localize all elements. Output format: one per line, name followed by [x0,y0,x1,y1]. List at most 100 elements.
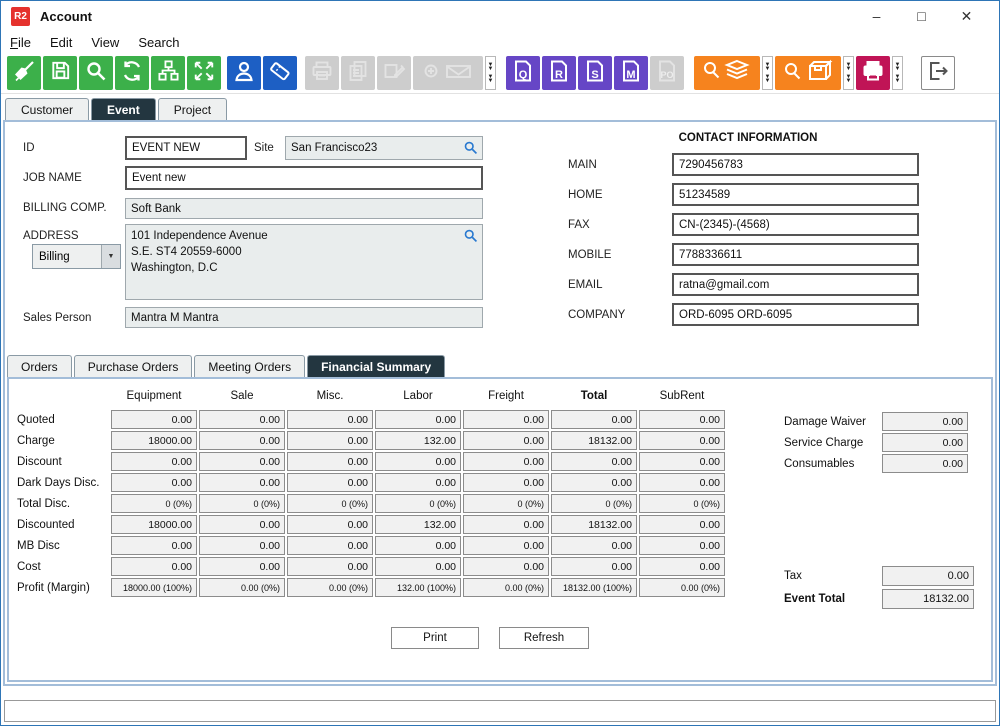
sales-person-label: Sales Person [23,312,92,324]
fin-cell: 0.00 [199,515,285,534]
print-documents-dropdown[interactable]: ▼ ▼ ▼ ▼ [892,56,903,90]
side-row-consumables: Consumables 0.00 [784,454,968,473]
print-button-disabled [305,56,339,90]
plus-envelope-icon [419,59,477,88]
sales-person-input[interactable]: Mantra M Mantra [125,307,483,328]
show-doc-button[interactable]: S [578,56,612,90]
fin-cell: 0.00 [199,431,285,450]
search-package-button[interactable] [775,56,841,90]
search-inventory-dropdown[interactable]: ▼ ▼ ▼ ▼ [762,56,773,90]
double-arrow-down-icon: ▼ ▼ [487,62,494,72]
search-button[interactable] [79,56,113,90]
print-documents-button[interactable] [856,56,890,90]
fin-cell: 0.00 [463,557,549,576]
contact-input-company[interactable]: ORD-6095 ORD-6095 [672,303,919,326]
save-button[interactable] [43,56,77,90]
subtab-purchase-orders[interactable]: Purchase Orders [73,355,193,377]
fin-row-label: Cost [17,560,41,573]
fin-cell: 18000.00 [111,431,197,450]
subtab-orders[interactable]: Orders [7,355,72,377]
menu-search[interactable]: Search [138,34,180,50]
misc-doc-button[interactable]: M [614,56,648,90]
fin-cell: 0.00 [375,473,461,492]
clear-button[interactable] [7,56,41,90]
fin-header: Equipment Sale Misc. Labor Freight Total SubRe… [17,390,725,402]
edit-document-button-disabled [377,56,411,90]
toolbar: ▼ ▼ ▼ ▼ Q R S M PO ▼ ▼ ▼ ▼ ▼ ▼ ▼ ▼ ▼ ▼ ▼ ▼ [1,53,999,94]
title-bar: R2 Account – □ ✕ [1,1,999,31]
maximize-button[interactable]: □ [917,8,926,24]
site-search-icon[interactable] [463,140,478,158]
hierarchy-button[interactable] [151,56,185,90]
contact-input-main[interactable]: 7290456783 [672,153,919,176]
search-package-dropdown[interactable]: ▼ ▼ ▼ ▼ [843,56,854,90]
fin-row-quoted: Quoted 0.00 0.00 0.00 0.00 0.00 0.00 0.00 [17,410,725,429]
billing-comp-input[interactable]: Soft Bank [125,198,483,219]
fin-corner [17,390,109,402]
person-icon [232,59,256,88]
address-input[interactable]: 101 Independence Avenue S.E. ST4 20559-6… [125,224,483,300]
tab-event[interactable]: Event [91,98,156,120]
tab-project[interactable]: Project [157,98,228,120]
close-button[interactable]: ✕ [960,8,973,24]
fin-cell: 0.00 [287,536,373,555]
search-icon [84,59,108,88]
fin-cell: 0.00 [639,473,725,492]
fin-cell: 0.00 [639,410,725,429]
subtab-meeting-orders[interactable]: Meeting Orders [194,355,306,377]
fin-cell: 0.00 [287,431,373,450]
refresh-button-bottom[interactable]: Refresh [499,627,589,649]
exit-icon [926,59,950,88]
reservation-doc-button[interactable]: R [542,56,576,90]
tab-customer[interactable]: Customer [5,98,90,120]
quote-doc-button[interactable]: Q [506,56,540,90]
exit-button[interactable] [921,56,955,90]
fin-cell: 0.00 [111,473,197,492]
ticket-button[interactable] [263,56,297,90]
contact-input-fax[interactable]: CN-(2345)-(4568) [672,213,919,236]
address-search-icon[interactable] [463,228,478,248]
email-dropdown-button[interactable]: ▼ ▼ ▼ ▼ [485,56,496,90]
q-document-icon [511,59,535,88]
address-type-dropdown[interactable]: Billing ▼ [32,244,121,269]
fin-cell: 0.00 [463,473,549,492]
fin-cell: 0.00 [375,452,461,471]
double-arrow-down-icon: ▼ ▼ [487,74,494,84]
chevron-down-icon[interactable]: ▼ [101,245,120,268]
contact-label-mobile: MOBILE [568,248,612,261]
print-button[interactable]: Print [391,627,479,649]
site-input[interactable]: San Francisco23 [285,136,483,160]
contact-button[interactable] [227,56,261,90]
contact-label-main: MAIN [568,158,597,171]
contact-input-mobile[interactable]: 7788336611 [672,243,919,266]
event-total-label: Event Total [784,593,846,605]
fin-cell: 0 (0%) [375,494,461,513]
job-name-input[interactable]: Event new [125,166,483,190]
fin-col-misc-: Misc. [316,390,344,402]
fin-cell: 0.00 [199,452,285,471]
ticket-icon [268,59,292,88]
contact-input-home[interactable]: 51234589 [672,183,919,206]
subtab-financial-summary[interactable]: Financial Summary [307,355,446,377]
double-arrow-down-icon: ▼ ▼ [764,62,771,72]
refresh-button[interactable] [115,56,149,90]
menu-file[interactable]: File [10,34,31,50]
refresh-icon [120,59,144,88]
printer-icon [310,59,334,88]
floppy-icon [49,59,72,87]
contact-input-email[interactable]: ratna@gmail.com [672,273,919,296]
expand-button[interactable] [187,56,221,90]
menu-view[interactable]: View [91,34,120,50]
window-title: Account [40,8,92,24]
fin-cell: 0.00 (0%) [463,578,549,597]
site-label: Site [254,142,274,154]
id-input[interactable]: EVENT NEW [125,136,247,160]
id-label: ID [23,142,35,154]
minimize-button[interactable]: – [872,8,881,24]
search-inventory-button[interactable] [694,56,760,90]
fin-cell: 0.00 [287,557,373,576]
menu-edit[interactable]: Edit [49,34,73,50]
m-letter: M [626,68,636,81]
fin-cell: 0.00 [639,431,725,450]
